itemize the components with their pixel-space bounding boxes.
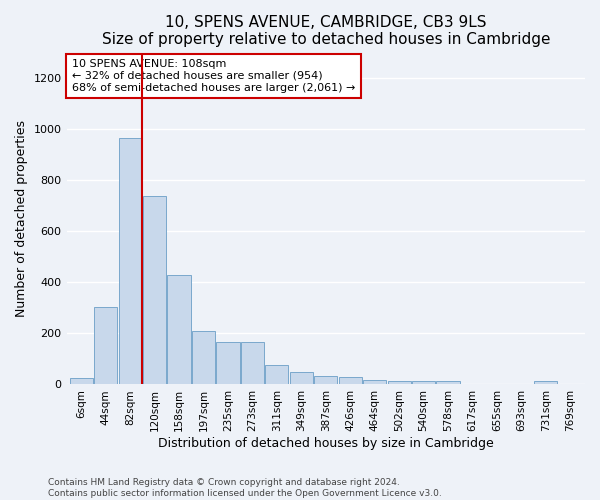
Bar — [70, 378, 93, 384]
Title: 10, SPENS AVENUE, CAMBRIDGE, CB3 9LS
Size of property relative to detached house: 10, SPENS AVENUE, CAMBRIDGE, CB3 9LS Siz… — [101, 15, 550, 48]
Bar — [290, 372, 313, 384]
Bar — [314, 376, 337, 384]
Bar — [534, 382, 557, 384]
Bar — [436, 382, 460, 384]
Bar — [363, 380, 386, 384]
Bar — [388, 380, 411, 384]
Bar — [241, 342, 264, 384]
Bar — [338, 377, 362, 384]
Bar — [265, 366, 289, 384]
Y-axis label: Number of detached properties: Number of detached properties — [15, 120, 28, 317]
Bar — [192, 331, 215, 384]
Bar — [94, 306, 117, 384]
Bar — [143, 196, 166, 384]
Bar — [167, 274, 191, 384]
X-axis label: Distribution of detached houses by size in Cambridge: Distribution of detached houses by size … — [158, 437, 494, 450]
Bar — [412, 380, 435, 384]
Bar — [119, 138, 142, 384]
Text: 10 SPENS AVENUE: 108sqm
← 32% of detached houses are smaller (954)
68% of semi-d: 10 SPENS AVENUE: 108sqm ← 32% of detache… — [72, 60, 355, 92]
Text: Contains HM Land Registry data © Crown copyright and database right 2024.
Contai: Contains HM Land Registry data © Crown c… — [48, 478, 442, 498]
Bar — [217, 342, 239, 384]
